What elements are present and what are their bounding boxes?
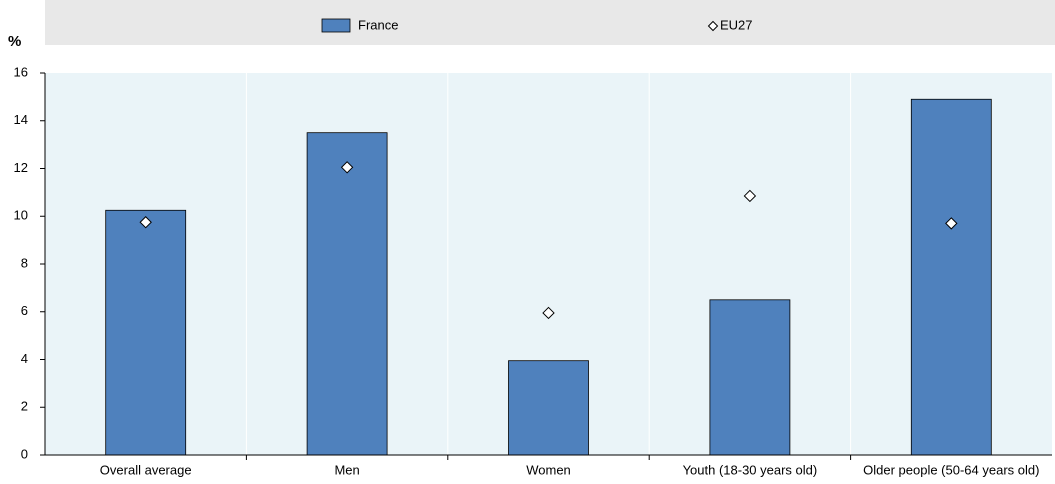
bar	[910, 98, 992, 456]
legend-label: EU27	[720, 17, 753, 32]
y-tick-label: 16	[14, 64, 28, 79]
x-tick-label: Women	[526, 462, 571, 477]
x-tick-label: Older people (50-64 years old)	[863, 462, 1039, 477]
diamond-marker	[340, 161, 354, 174]
bar	[508, 360, 589, 456]
legend-label: France	[358, 17, 398, 32]
y-tick-label: 6	[21, 303, 28, 318]
y-tick-label: 14	[14, 112, 28, 127]
legend-background	[45, 0, 1055, 45]
x-tick-label: Youth (18-30 years old)	[683, 462, 818, 477]
x-tick-label: Men	[334, 462, 359, 477]
bar	[105, 209, 187, 456]
y-tick-label: 4	[21, 351, 28, 366]
bar	[306, 132, 388, 456]
y-tick-label: 2	[21, 399, 28, 414]
diamond-marker	[743, 189, 757, 203]
bar	[709, 299, 791, 456]
y-tick-label: 8	[21, 255, 28, 270]
y-tick-label: 0	[21, 446, 28, 461]
legend-swatch	[707, 20, 719, 32]
x-tick-label: Overall average	[100, 462, 192, 477]
diamond-marker	[542, 306, 555, 320]
diamond-marker	[139, 216, 152, 229]
y-tick-label: 12	[14, 160, 28, 175]
legend-swatch	[321, 18, 351, 33]
diamond-marker	[945, 217, 958, 230]
y-axis-label: %	[8, 33, 21, 50]
y-tick-label: 10	[14, 208, 28, 223]
